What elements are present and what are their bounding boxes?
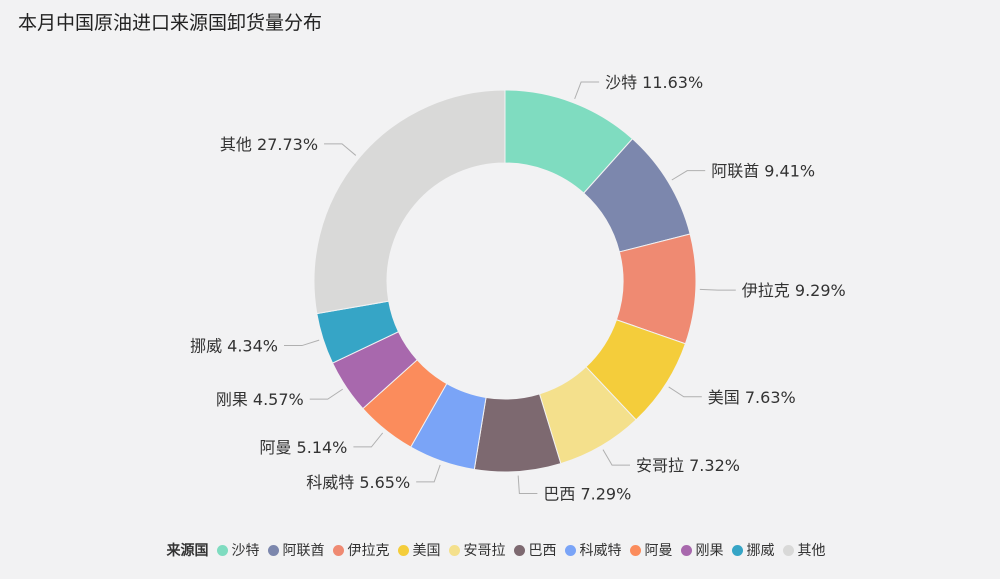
leader-line-0 xyxy=(574,81,600,100)
legend-dot-5 xyxy=(513,544,525,556)
legend-item-9[interactable]: 挪威 xyxy=(731,540,775,560)
legend-item-1[interactable]: 阿联酋 xyxy=(267,540,325,560)
legend-label-10: 其他 xyxy=(797,543,826,559)
slice-10[interactable] xyxy=(313,89,506,315)
legend-dot-6 xyxy=(564,544,576,556)
slice-label-0: 沙特 11.63% xyxy=(605,73,703,92)
leader-line-8 xyxy=(309,388,344,400)
slice-label-3: 美国 7.63% xyxy=(708,388,796,407)
legend-dot-8 xyxy=(680,544,692,556)
legend-dot-3 xyxy=(397,544,409,556)
legend-label-6: 科威特 xyxy=(579,543,622,559)
legend-item-2[interactable]: 伊拉克 xyxy=(332,540,390,560)
legend-label-1: 阿联酋 xyxy=(282,543,325,559)
legend-label-8: 刚果 xyxy=(695,543,724,559)
slice-label-5: 巴西 7.29% xyxy=(543,485,631,504)
slice-label-9: 挪威 4.34% xyxy=(190,337,278,356)
legend-item-8[interactable]: 刚果 xyxy=(680,540,724,560)
legend-title: 来源国 xyxy=(166,543,209,559)
legend-item-10[interactable]: 其他 xyxy=(782,540,826,560)
leader-line-4 xyxy=(602,449,631,466)
legend-item-3[interactable]: 美国 xyxy=(397,540,441,560)
legend-dot-2 xyxy=(332,544,344,556)
leader-line-2 xyxy=(699,288,736,291)
legend-dot-7 xyxy=(629,544,641,556)
leader-line-9 xyxy=(284,339,320,347)
slice-label-1: 阿联酋 9.41% xyxy=(711,162,815,181)
slice-label-8: 刚果 4.57% xyxy=(216,390,304,409)
slice-label-10: 其他 27.73% xyxy=(220,135,318,154)
legend-label-9: 挪威 xyxy=(746,543,775,559)
legend-dot-10 xyxy=(782,544,794,556)
leader-line-3 xyxy=(668,386,702,398)
legend-item-6[interactable]: 科威特 xyxy=(564,540,622,560)
legend-dot-0 xyxy=(216,544,228,556)
legend-item-0[interactable]: 沙特 xyxy=(216,540,260,560)
chart-title: 本月中国原油进口来源国卸货量分布 xyxy=(18,12,323,34)
slice-label-7: 阿曼 5.14% xyxy=(259,438,347,457)
slice-label-4: 安哥拉 7.32% xyxy=(636,456,740,475)
legend: 来源国 沙特 阿联酋 伊拉克 美国 安哥拉 巴西 科威特 阿曼 刚果 挪威 其他 xyxy=(0,540,1000,560)
legend-label-3: 美国 xyxy=(412,543,441,559)
legend-dot-4 xyxy=(448,544,460,556)
legend-item-5[interactable]: 巴西 xyxy=(513,540,557,560)
slice-labels-group: 沙特 11.63% 阿联酋 9.41% 伊拉克 9.29% 美国 7.63% 安哥拉 7… xyxy=(190,73,846,503)
slice-label-6: 科威特 5.65% xyxy=(306,473,410,492)
leader-line-6 xyxy=(416,464,441,483)
legend-item-4[interactable]: 安哥拉 xyxy=(448,540,506,560)
leader-lines-group xyxy=(284,81,736,495)
legend-label-4: 安哥拉 xyxy=(463,543,506,559)
legend-label-5: 巴西 xyxy=(528,543,557,559)
legend-dot-1 xyxy=(267,544,279,556)
slice-label-2: 伊拉克 9.29% xyxy=(742,281,846,300)
legend-dot-9 xyxy=(731,544,743,556)
legend-label-0: 沙特 xyxy=(231,543,260,559)
legend-label-7: 阿曼 xyxy=(644,543,673,559)
legend-item-7[interactable]: 阿曼 xyxy=(629,540,673,560)
slices-group xyxy=(313,89,697,473)
legend-label-2: 伊拉克 xyxy=(347,543,390,559)
leader-line-5 xyxy=(517,475,538,495)
leader-line-7 xyxy=(353,432,384,448)
leader-line-1 xyxy=(671,170,706,181)
leader-line-10 xyxy=(324,143,357,156)
